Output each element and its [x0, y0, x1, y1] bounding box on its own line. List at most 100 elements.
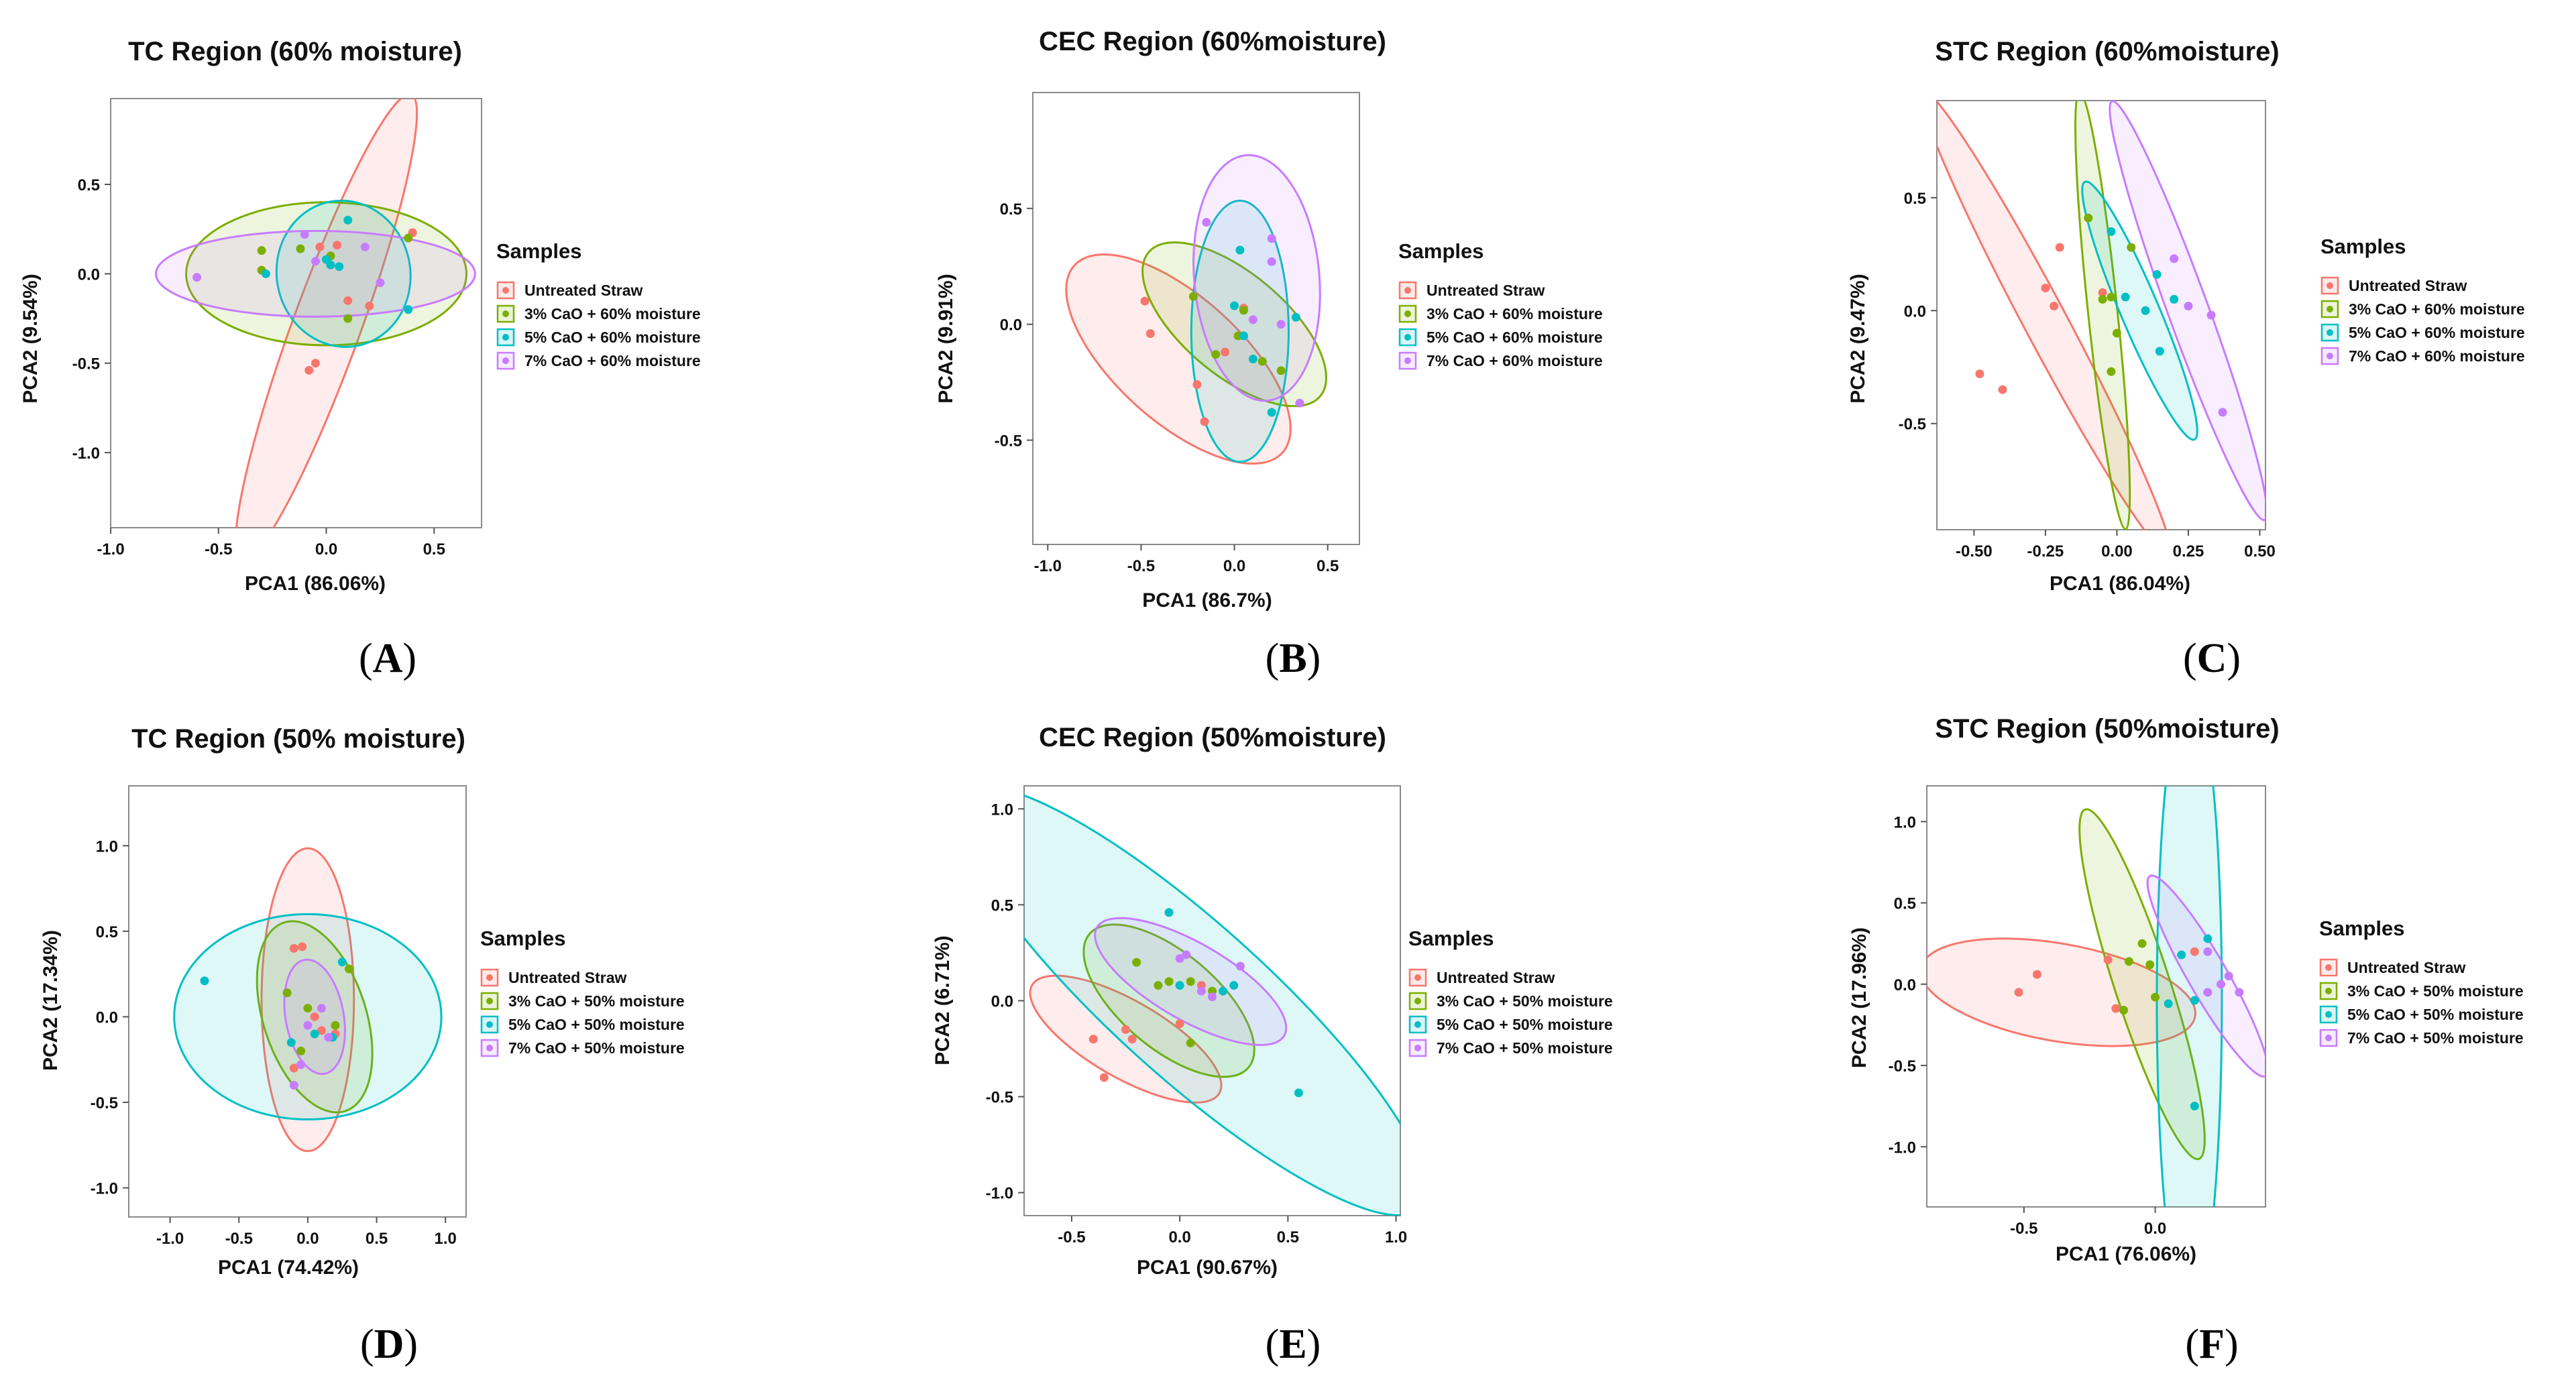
y-tick-label: 0.0	[991, 993, 1013, 1011]
legend-label: 7% CaO + 50% moisture	[2347, 1029, 2524, 1047]
x-tick-label: 0.0	[1168, 1228, 1190, 1246]
y-axis-label: PCA2 (9.47%)	[1847, 274, 1869, 403]
panel-5: -0.5 0.0 0.5 1.0 1.0 0.5 0.0 -0.5 -1.0 CEC Region…	[932, 723, 1613, 1367]
x-tick-label: -0.5	[1058, 1228, 1085, 1246]
chart-title: STC Region (50%moisture)	[1935, 714, 2279, 744]
x-tick-label: -1.0	[97, 540, 124, 559]
y-axis-label: PCA2 (9.54%)	[19, 274, 42, 403]
y-tick-label: -0.5	[1889, 1057, 1916, 1075]
confidence-ellipse	[1029, 974, 1223, 1104]
data-point	[2107, 367, 2116, 376]
legend-marker	[2327, 306, 2333, 312]
confidence-ellipse	[275, 199, 412, 348]
data-point	[2203, 988, 2213, 997]
x-axis-label: PCA1 (90.67%)	[1137, 1257, 1278, 1279]
data-point	[2098, 294, 2107, 304]
panel-3: -0.50 -0.25 0.00 0.25 0.50 0.5 0.0 -0.5 STC Regi…	[1847, 37, 2525, 681]
data-point	[192, 273, 202, 282]
data-point	[1230, 301, 1239, 310]
x-axis-label: PCA1 (86.04%)	[2050, 573, 2190, 595]
legend-label: Untreated Straw	[524, 282, 642, 299]
data-point	[1248, 315, 1257, 325]
legend-marker	[1404, 357, 1411, 364]
data-point	[317, 1026, 326, 1035]
y-tick-label: -0.5	[91, 1094, 118, 1112]
data-point	[1294, 1088, 1303, 1098]
data-point	[360, 242, 370, 251]
data-point	[2170, 254, 2179, 264]
data-point	[315, 242, 325, 251]
data-point	[289, 1063, 298, 1073]
data-point	[404, 305, 413, 314]
x-tick-label: -0.5	[2010, 1220, 2037, 1238]
data-point	[1154, 981, 1163, 990]
plot-frame	[128, 785, 467, 1218]
data-point	[300, 230, 309, 239]
data-point	[1267, 234, 1276, 243]
data-point	[1295, 398, 1304, 408]
data-point	[1164, 908, 1174, 917]
legend-label: 5% CaO + 50% moisture	[2347, 1006, 2524, 1023]
x-tick-label: -1.0	[1034, 557, 1062, 575]
data-point	[1229, 981, 1239, 990]
confidence-ellipse	[2146, 874, 2265, 1078]
legend-label: 7% CaO + 60% moisture	[1426, 352, 1603, 369]
data-point	[200, 976, 209, 986]
y-tick-label: 0.0	[1000, 316, 1022, 335]
confidence-ellipse	[1024, 786, 1400, 1216]
plot-area	[1927, 786, 2265, 1207]
data-point	[2127, 243, 2136, 252]
legend-label: Untreated Straw	[1426, 282, 1545, 299]
x-tick-label: 0.5	[423, 540, 445, 559]
legend-label: 7% CaO + 50% moisture	[508, 1039, 685, 1057]
legend-title: Samples	[496, 239, 582, 263]
x-tick-label: 0.0	[1223, 557, 1245, 575]
data-point	[1276, 320, 1286, 329]
confidence-ellipse	[1082, 923, 1255, 1078]
data-point	[303, 1004, 313, 1013]
y-tick-label: 0.5	[1000, 200, 1022, 219]
data-point	[337, 957, 347, 967]
y-tick-label: 0.0	[1894, 976, 1916, 994]
confidence-ellipse	[2081, 180, 2198, 441]
legend-label: Untreated Straw	[508, 969, 626, 986]
legend-marker	[2325, 1035, 2332, 1041]
panel-label: (D)	[360, 1322, 418, 1367]
x-axis-label: PCA1 (86.06%)	[245, 573, 386, 595]
legend-label: 5% CaO + 60% moisture	[524, 329, 701, 346]
data-point	[343, 296, 353, 305]
chart-title: CEC Region (60%moisture)	[1039, 27, 1386, 56]
data-point	[1088, 1035, 1098, 1044]
x-axis-label: PCA1 (74.42%)	[218, 1257, 359, 1279]
data-point	[335, 262, 344, 272]
data-point	[1211, 350, 1221, 359]
legend: Samples Untreated Straw 3% CaO + 60% moist…	[496, 239, 701, 370]
legend: Samples Untreated Straw 3% CaO + 50% moist…	[2319, 917, 2524, 1047]
x-tick-label: 0.5	[1277, 1228, 1299, 1246]
x-axis-label: PCA1 (86.7%)	[1142, 589, 1272, 611]
confidence-ellipse	[1927, 937, 2196, 1047]
legend-marker	[1404, 287, 1411, 294]
x-tick-label: -1.0	[156, 1230, 184, 1248]
legend-swatch	[2320, 300, 2339, 318]
data-point	[1291, 312, 1300, 322]
confidence-ellipse	[260, 847, 355, 1153]
y-tick-label: -1.0	[72, 445, 100, 463]
legend-label: 5% CaO + 60% moisture	[2349, 324, 2525, 341]
data-point	[310, 1029, 319, 1039]
y-axis-label: PCA2 (17.34%)	[40, 930, 62, 1071]
data-point	[1192, 380, 1202, 390]
data-point	[2121, 292, 2130, 302]
plot-area	[1024, 786, 1400, 1216]
legend-marker	[1414, 998, 1421, 1004]
data-point	[311, 257, 320, 266]
data-point	[1208, 992, 1217, 1002]
data-point	[2235, 988, 2244, 997]
data-point	[296, 244, 305, 253]
data-point	[2206, 310, 2216, 320]
legend-marker	[502, 287, 509, 294]
y-tick-label: -1.0	[986, 1185, 1013, 1203]
legend-label: 3% CaO + 60% moisture	[2349, 300, 2525, 318]
data-point	[1276, 366, 1286, 375]
data-point	[333, 241, 342, 250]
